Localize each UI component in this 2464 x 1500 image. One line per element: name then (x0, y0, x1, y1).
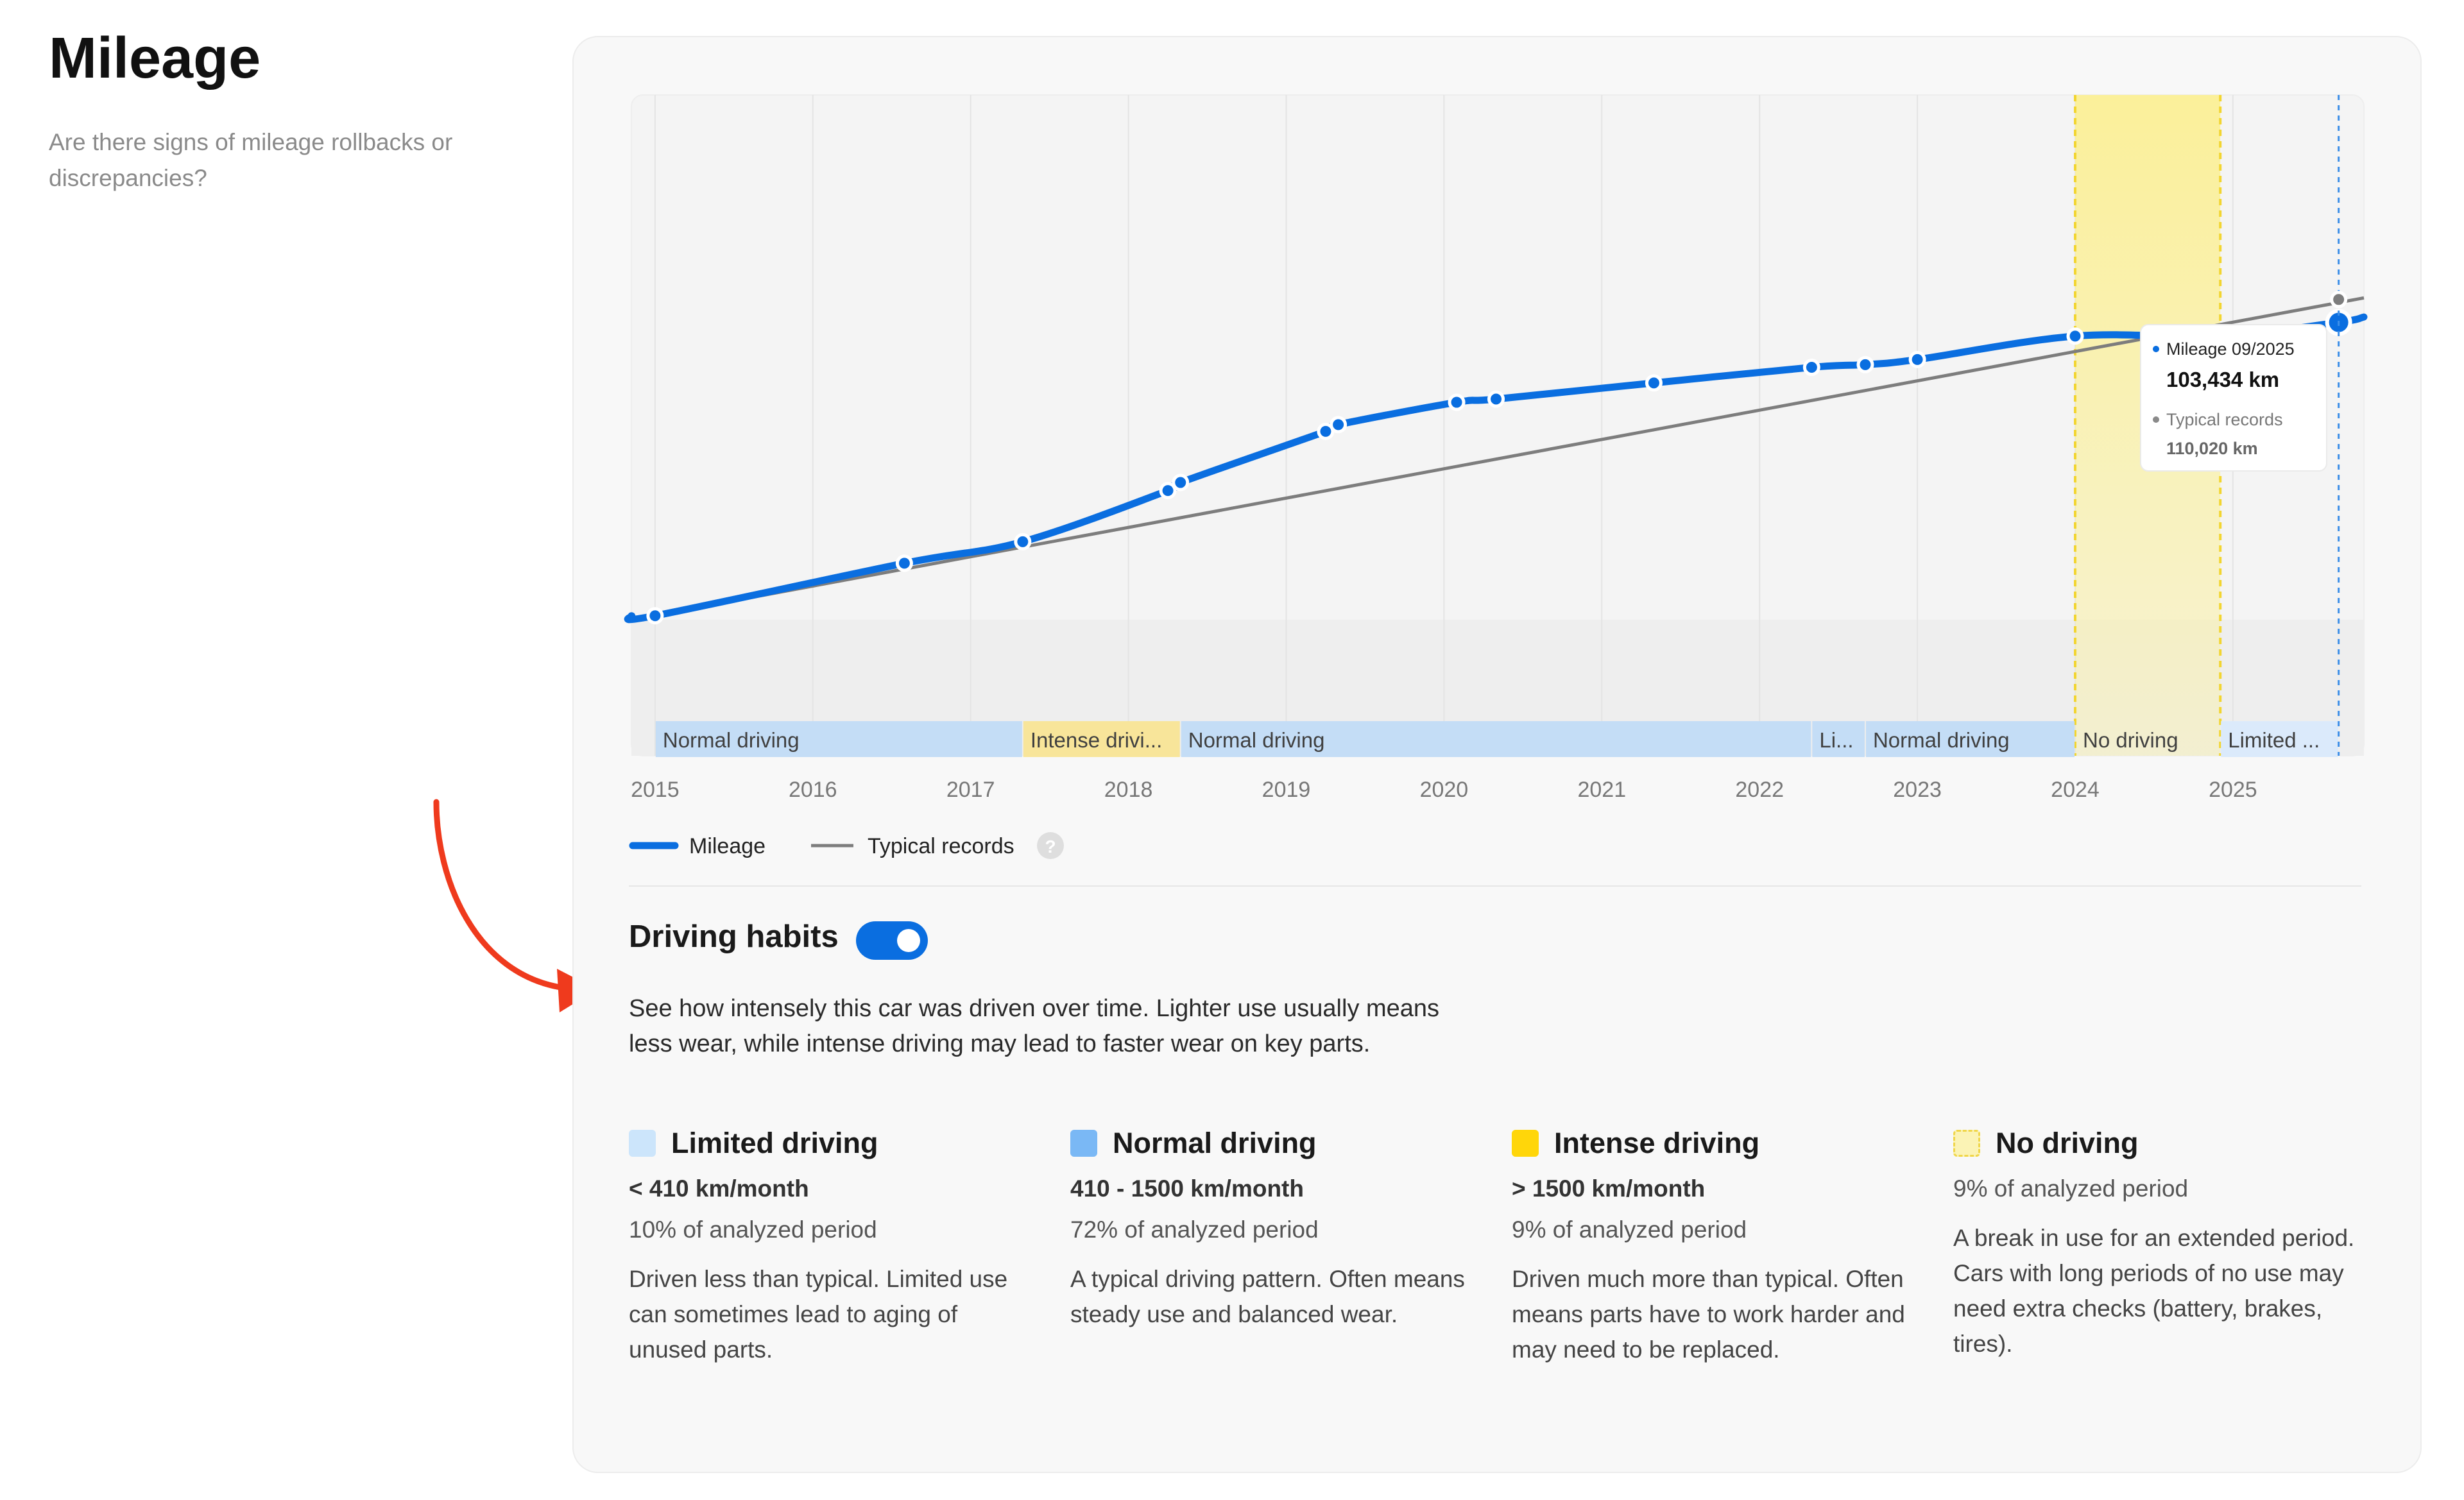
category-description: A break in use for an extended period. C… (1953, 1225, 2355, 1357)
typical-point[interactable] (2330, 291, 2348, 309)
tooltip-typical-value: 110,020 km (2166, 439, 2258, 458)
category-percentage: 9% of analyzed period (1953, 1175, 2189, 1202)
mileage-point[interactable] (646, 607, 664, 625)
tooltip-typical-label: Typical records (2166, 410, 2283, 429)
band-label: Normal driving (1188, 728, 1325, 752)
band-label: Normal driving (663, 728, 800, 752)
category-percentage: 10% of analyzed period (629, 1216, 877, 1243)
page-subtitle: Are there signs of mileage rollbacks or … (49, 129, 453, 191)
x-tick-label: 2019 (1262, 778, 1311, 802)
category-limited-driving: Limited driving < 410 km/month 10% of an… (629, 1124, 1040, 1367)
legend-mileage-label: Mileage (689, 834, 766, 858)
category-range: > 1500 km/month (1512, 1175, 1706, 1202)
x-tick-label: 2022 (1735, 778, 1784, 802)
band-normal[interactable] (1812, 721, 1865, 757)
mileage-point[interactable] (1330, 416, 1348, 434)
tooltip-mileage-label: Mileage 09/2025 (2166, 339, 2295, 359)
band-label: Limited ... (2228, 728, 2320, 752)
mileage-point[interactable] (1908, 350, 1926, 368)
toggle-knob (897, 929, 920, 952)
help-icon[interactable] (1037, 832, 1064, 859)
band-intense[interactable] (1023, 721, 1180, 757)
band-normal[interactable] (1865, 721, 2075, 757)
x-tick-label: 2025 (2209, 778, 2257, 802)
mileage-point[interactable] (1172, 473, 1190, 491)
category-title: Normal driving (1113, 1127, 1317, 1159)
tooltip-mileage-value: 103,434 km (2166, 368, 2279, 391)
mileage-point[interactable] (2066, 327, 2084, 345)
section-divider (629, 885, 2361, 887)
x-tick-label: 2018 (1104, 778, 1153, 802)
x-tick-label: 2023 (1893, 778, 1942, 802)
category-description: Driven less than typical. Limited use ca… (629, 1266, 1008, 1363)
mileage-card: Normal driving Intense drivi... Normal dri… (572, 36, 2422, 1473)
mileage-point[interactable] (1448, 393, 1466, 411)
legend-typical-label: Typical records (868, 834, 1014, 858)
mileage-point[interactable] (1645, 374, 1663, 392)
normal-driving-swatch-icon (1070, 1130, 1097, 1157)
driving-habits-description: See how intensely this car was driven ov… (629, 995, 1440, 1057)
category-no-driving: No driving 9% of analyzed period A break… (1953, 1124, 2364, 1361)
tooltip-box (2140, 324, 2327, 472)
tooltip-typical-dot-icon (2153, 416, 2159, 423)
mileage-point[interactable] (1487, 390, 1505, 408)
tooltip-mileage-dot-icon (2153, 346, 2159, 352)
band-normal[interactable] (1181, 721, 1811, 757)
band-label: Normal driving (1873, 728, 2010, 752)
x-tick-label: 2017 (946, 778, 995, 802)
intense-driving-swatch-icon (1512, 1130, 1539, 1157)
x-tick-label: 2024 (2051, 778, 2100, 802)
driving-habits-title: Driving habits (629, 919, 839, 954)
category-range: < 410 km/month (629, 1175, 809, 1202)
mileage-point[interactable] (1317, 422, 1335, 440)
x-tick-label: 2021 (1577, 778, 1626, 802)
category-percentage: 9% of analyzed period (1512, 1216, 1747, 1243)
band-label: Intense drivi... (1031, 728, 1162, 752)
band-label: Li... (1819, 728, 1853, 752)
mileage-point[interactable] (895, 554, 913, 572)
category-intense-driving: Intense driving > 1500 km/month 9% of an… (1512, 1124, 1922, 1367)
limited-driving-swatch-icon (629, 1130, 656, 1157)
no-driving-swatch-icon (1953, 1130, 1980, 1157)
x-tick-label: 2015 (631, 778, 680, 802)
category-title: No driving (1996, 1127, 2139, 1159)
band-normal[interactable] (655, 721, 1022, 757)
category-description: A typical driving pattern. Often means s… (1070, 1266, 1465, 1327)
category-range: 410 - 1500 km/month (1070, 1175, 1304, 1202)
category-description: Driven much more than typical. Often mea… (1512, 1266, 1905, 1363)
mileage-point[interactable] (1014, 533, 1032, 550)
driving-habits-toggle[interactable] (856, 921, 928, 960)
x-tick-label: 2020 (1420, 778, 1469, 802)
category-title: Limited driving (671, 1127, 878, 1159)
band-label: No driving (2083, 728, 2178, 752)
help-icon-glyph: ? (1045, 837, 1056, 857)
mileage-point[interactable] (1802, 359, 1820, 377)
typical-records-line (631, 296, 2365, 622)
x-tick-label: 2016 (789, 778, 837, 802)
mileage-point[interactable] (1159, 482, 1177, 500)
category-normal-driving: Normal driving 410 - 1500 km/month 72% o… (1070, 1124, 1481, 1332)
category-title: Intense driving (1554, 1127, 1760, 1159)
page-title: Mileage (49, 26, 261, 90)
mileage-point[interactable] (1856, 355, 1874, 373)
band-limited[interactable] (2221, 721, 2338, 757)
category-percentage: 72% of analyzed period (1070, 1216, 1319, 1243)
mileage-chart[interactable]: Normal driving Intense drivi... Normal dri… (574, 37, 2423, 923)
